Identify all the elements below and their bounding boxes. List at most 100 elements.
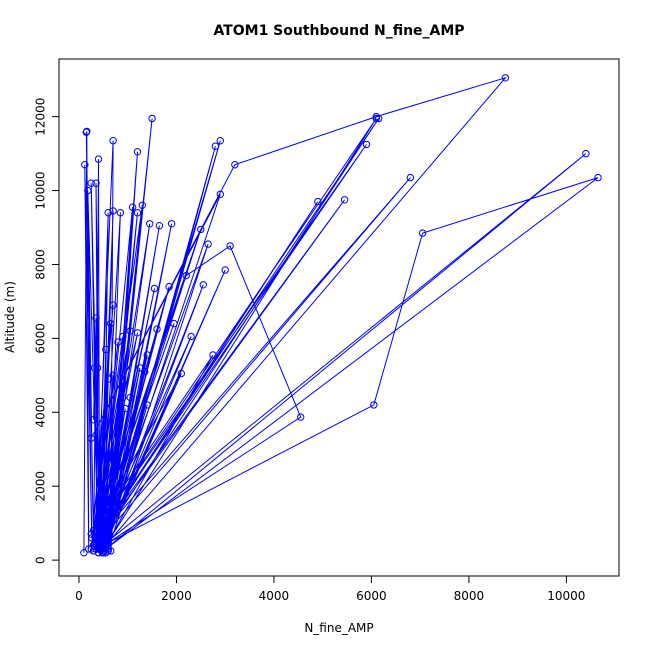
data-point [133,209,142,217]
data-point [99,547,108,555]
data-point [104,209,112,217]
data-point [226,242,234,250]
data-point [362,140,371,149]
plot-area-frame [58,58,620,577]
data-point [133,148,142,156]
data-point [107,319,115,328]
y-tick-label: 10000 [34,171,48,209]
data-point [155,222,164,230]
data-point [104,375,112,383]
x-tick-label: 8000 [454,589,485,603]
data-point [87,179,95,187]
data-point [84,186,92,195]
data-point [89,416,98,424]
data-point [98,549,107,557]
data-point [102,549,110,557]
x-axis: 0 2000 4000 6000 8000 10000 [75,575,585,603]
y-tick-label: 8000 [34,249,48,280]
data-point [406,173,415,182]
data-point [87,545,95,553]
series-layer [80,74,602,557]
data-point [501,74,510,82]
data-point [94,155,103,163]
data-point [177,369,186,378]
y-tick-label: 6000 [34,323,48,354]
data-point [370,401,378,409]
data-point [94,549,103,557]
data-point [99,537,108,546]
data-point [136,364,144,372]
data-point [143,351,151,359]
data-point [340,196,349,204]
data-point [100,526,109,535]
data-point [121,404,130,413]
data-point [594,173,602,182]
data-point [89,541,98,549]
data-point [582,149,590,158]
data-point [114,430,122,439]
data-point [182,271,190,280]
data-point [297,413,305,421]
data-point [94,537,103,546]
data-point [231,161,239,169]
y-tick-label: 4000 [34,397,48,428]
data-point [87,530,95,538]
data-point [109,207,117,215]
data-point [138,201,147,210]
x-tick-label: 4000 [259,589,290,603]
data-point [102,345,110,354]
data-point [92,537,100,546]
data-point [92,314,100,322]
data-point [82,128,91,136]
data-point [372,112,380,121]
data-point [81,161,89,169]
data-point [93,364,102,372]
data-point [104,537,112,546]
data-point [114,338,122,346]
data-point [150,284,159,293]
data-point [221,266,229,274]
data-point [143,401,151,409]
data-point [209,351,217,359]
data-point [88,534,96,542]
data-point [109,371,117,379]
x-tick-label: 2000 [161,589,192,603]
data-point [109,137,117,145]
x-axis-label: N_fine_AMP [304,621,373,635]
data-point [314,197,322,206]
data-point [119,332,127,341]
data-point [165,282,173,291]
data-point [89,526,98,535]
data-point [197,225,205,234]
data-point [418,229,427,237]
x-tick-label: 0 [75,589,83,603]
data-point [141,367,149,376]
data-point [153,325,161,333]
data-point [87,434,95,442]
data-point [92,179,100,187]
data-point [375,114,383,123]
y-axis: 0 2000 4000 6000 8000 10000 12000 [34,98,60,564]
x-tick-label: 10000 [547,589,585,603]
data-point [372,114,380,123]
y-axis-label: Altitude (m) [3,281,17,353]
data-point [119,379,127,387]
data-point [119,393,127,402]
data-point [92,534,100,542]
data-point [204,240,212,248]
data-point [167,220,176,228]
x-tick-label: 6000 [356,589,387,603]
data-point [94,530,103,538]
y-tick-label: 12000 [34,98,48,136]
data-point [128,203,137,211]
data-point [148,114,156,123]
y-tick-label: 2000 [34,471,48,502]
data-point [90,364,99,372]
data-point [99,523,108,531]
data-point [80,549,88,557]
data-point [126,327,134,335]
data-point [170,319,178,328]
y-tick-label: 0 [34,556,48,564]
data-point [211,142,220,150]
